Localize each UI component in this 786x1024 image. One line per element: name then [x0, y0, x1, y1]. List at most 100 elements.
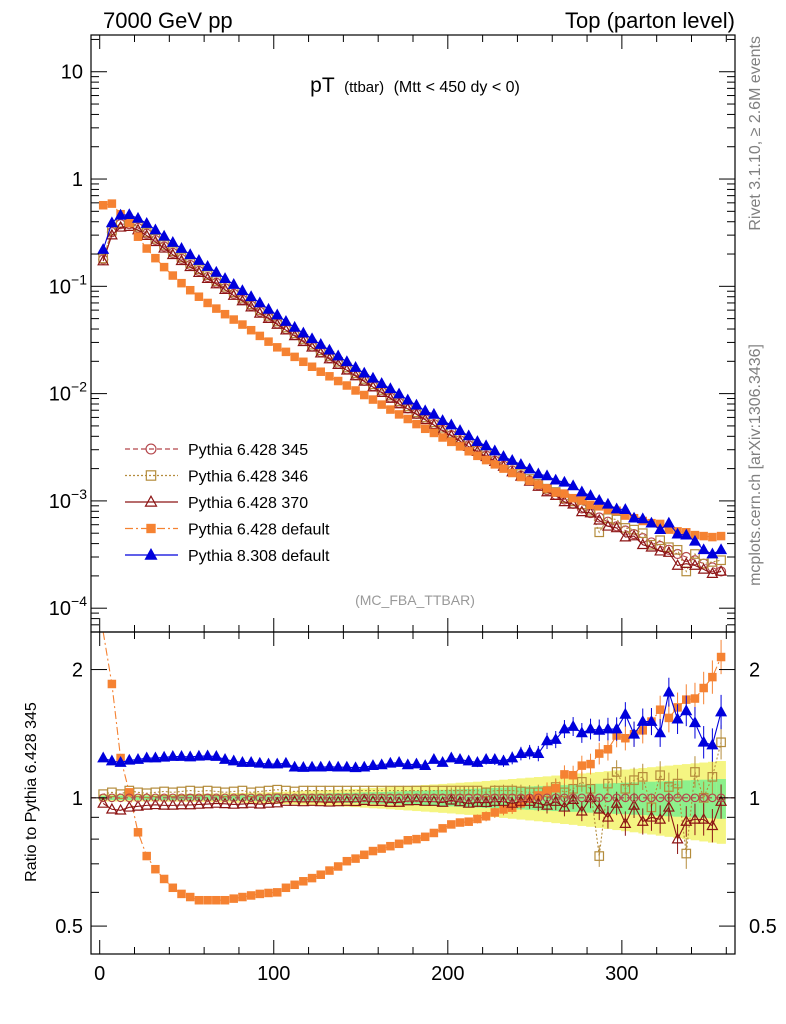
- main-point-p6def: [125, 218, 134, 228]
- ratio-point-p8def: [97, 751, 110, 763]
- main-point-p6def: [212, 304, 221, 313]
- ratio-point-p346: [655, 770, 666, 781]
- ratio-point-p370: [123, 800, 136, 812]
- ratio-point-p8def: [262, 757, 275, 769]
- ratio-point-p345: [133, 793, 143, 803]
- main-point-p8def: [340, 355, 353, 367]
- ratio-point-p345: [525, 793, 534, 803]
- main-point-p6def: [107, 199, 117, 208]
- ratio-point-p345: [403, 793, 413, 803]
- legend-marker-p345: [145, 443, 157, 455]
- ratio-point-p345: [438, 793, 447, 803]
- ratio-point-p6def: [577, 761, 587, 770]
- ratio-point-p345: [560, 793, 569, 803]
- ratio-point-p345: [368, 793, 378, 803]
- ratio-point-p8def: [662, 685, 675, 697]
- ratio-point-p370: [253, 797, 266, 809]
- main-point-p6def: [386, 405, 395, 414]
- main-point-p8def: [262, 302, 275, 314]
- main-point-p6def: [708, 532, 717, 542]
- main-point-p370: [575, 505, 588, 517]
- ratio-point-p345: [664, 793, 674, 803]
- main-point-p370: [279, 323, 292, 335]
- main-point-p8def: [558, 475, 571, 487]
- ratio-point-p6def: [455, 818, 465, 827]
- ratio-point-p345: [159, 793, 169, 803]
- main-point-p8def: [236, 284, 249, 296]
- main-point-p8def: [575, 485, 588, 497]
- plot-title: pT (ttbar) (Mtt < 450 dy < 0): [310, 74, 520, 97]
- ratio-point-p370: [393, 796, 406, 807]
- ratio-point-p8def: [506, 751, 519, 763]
- ratio-point-p6def: [177, 889, 186, 899]
- ratio-point-p6def: [664, 713, 674, 723]
- main-point-p370: [715, 564, 728, 576]
- ratio-point-p370: [506, 796, 519, 808]
- main-point-p6def: [238, 320, 247, 329]
- main-point-p8def: [619, 503, 632, 514]
- main-frame: [90, 34, 736, 633]
- main-point-p6def: [490, 460, 500, 469]
- ratio-point-p370: [688, 812, 701, 824]
- main-point-p6def: [307, 362, 317, 371]
- ratio-point-p8def: [219, 753, 232, 764]
- ratio-band-inner: [124, 795, 135, 801]
- ratio-point-p8def: [114, 756, 127, 767]
- main-point-p370: [140, 229, 153, 240]
- main-point-p8def: [366, 371, 379, 383]
- ratio-point-p6def: [568, 770, 578, 780]
- legend-label-p370: Pythia 6.428 370: [188, 495, 308, 512]
- ratio-band-inner: [681, 780, 692, 818]
- ratio-point-p370: [149, 798, 162, 810]
- main-point-p346: [655, 535, 666, 546]
- ratio-band-inner: [708, 779, 718, 819]
- ratio-panel: 2 2 1 1 0.5 0.5 0 100 200 300 Ratio to Pythia 6.…: [23, 631, 777, 985]
- main-point-p8def: [471, 435, 484, 446]
- ratio-point-p8def: [149, 751, 162, 763]
- ratio-point-p8def: [497, 754, 510, 766]
- main-point-p8def: [706, 547, 719, 559]
- ratio-point-p6def: [203, 895, 212, 905]
- header-left: 7000 GeV pp: [103, 8, 233, 33]
- ratio-point-p8def: [314, 760, 327, 772]
- ratio-band-inner: [107, 795, 117, 801]
- main-point-p370: [184, 260, 197, 272]
- rivet-label: Rivet 3.1.10, ≥ 2.6M events: [747, 36, 764, 231]
- ratio-point-p6def: [690, 694, 700, 703]
- ratio-point-p345: [229, 793, 239, 803]
- ratio-point-p345: [464, 793, 474, 803]
- main-point-p370: [166, 248, 179, 260]
- ratio-point-p370: [671, 832, 684, 844]
- ratio-point-p370: [210, 796, 223, 808]
- ratio-point-p370: [114, 803, 127, 815]
- main-point-p6def: [560, 489, 569, 498]
- ratio-point-p6def: [255, 889, 265, 899]
- main-point-p370: [114, 220, 127, 232]
- main-point-p6def: [368, 395, 378, 404]
- main-point-p8def: [628, 511, 641, 523]
- ratio-ytick-label-right: 1: [749, 788, 760, 810]
- main-point-p370: [210, 277, 223, 289]
- ratio-band-inner: [412, 790, 422, 805]
- main-point-p6def: [325, 372, 334, 381]
- main-ytick-label: 10−1: [49, 271, 87, 298]
- ratio-point-p8def: [532, 747, 545, 758]
- ratio-point-p345: [681, 793, 691, 803]
- main-point-p8def: [184, 248, 197, 260]
- ratio-point-p370: [410, 794, 423, 806]
- ratio-point-p8def: [210, 750, 223, 761]
- main-point-p370: [314, 346, 327, 358]
- ratio-point-p6def: [551, 784, 560, 793]
- ratio-point-p8def: [349, 761, 362, 773]
- main-point-p8def: [158, 229, 171, 241]
- main-point-p370: [393, 397, 406, 409]
- ratio-point-p370: [166, 798, 179, 810]
- main-point-p8def: [114, 208, 127, 220]
- main-point-p8def: [697, 543, 710, 555]
- main-point-p370: [697, 562, 710, 574]
- ratio-band-inner: [403, 791, 413, 805]
- ratio-point-p370: [271, 796, 284, 808]
- main-point-p8def: [453, 424, 467, 435]
- ratio-point-p370: [445, 793, 458, 805]
- main-point-p370: [340, 363, 353, 375]
